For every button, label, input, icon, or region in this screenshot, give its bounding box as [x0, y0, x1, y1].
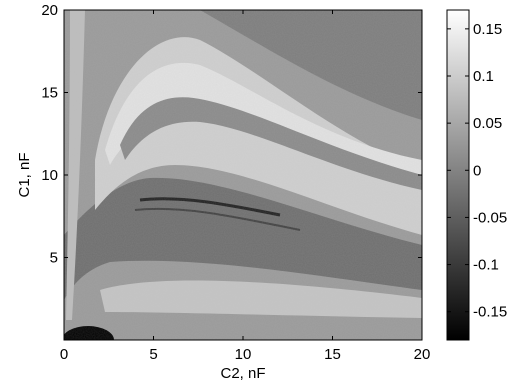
y-tick-label: 5 — [50, 250, 58, 267]
y-tick-label: 20 — [41, 2, 58, 19]
colorbar-tick-label: -0.1 — [473, 257, 499, 274]
x-tick-label: 15 — [324, 346, 341, 363]
colorbar-ticks: 0.15 0.1 0.05 0 -0.05 -0.1 -0.15 — [447, 21, 507, 321]
x-tick-label: 0 — [60, 346, 68, 363]
y-axis-ticks: 5 10 15 20 — [41, 2, 422, 267]
x-tick-label: 5 — [149, 346, 157, 363]
y-tick-label: 15 — [41, 85, 58, 102]
colorbar-gradient — [446, 9, 470, 341]
heatmap-area — [64, 10, 422, 340]
x-axis-label: C2, nF — [220, 365, 265, 382]
x-tick-label: 10 — [235, 346, 252, 363]
heatmap-noise — [64, 10, 422, 340]
colorbar-tick-label: -0.15 — [473, 304, 507, 321]
y-tick-label: 10 — [41, 167, 58, 184]
colorbar-tick-label: 0 — [473, 162, 481, 179]
colorbar-tick-label: 0.15 — [473, 21, 502, 38]
colorbar-tick-label: 0.05 — [473, 115, 502, 132]
colorbar-tick-label: 0.1 — [473, 68, 494, 85]
colorbar: 0.15 0.1 0.05 0 -0.05 -0.1 -0.15 — [446, 9, 507, 341]
y-axis-label: C1, nF — [16, 152, 33, 197]
x-tick-label: 20 — [414, 346, 431, 363]
colorbar-tick-label: -0.05 — [473, 209, 507, 226]
x-axis-ticks: 0 5 10 15 20 — [60, 10, 431, 363]
